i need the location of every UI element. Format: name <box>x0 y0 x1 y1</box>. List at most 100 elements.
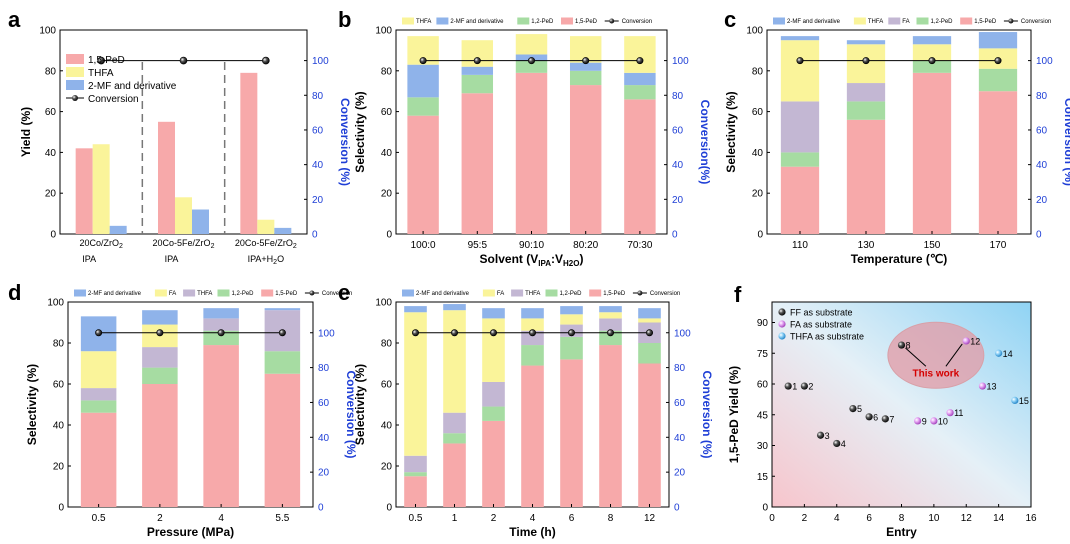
scatter-point <box>849 405 857 413</box>
point-label: 9 <box>922 416 927 426</box>
bar-segment <box>599 306 622 313</box>
y2-tick-label: 60 <box>672 125 684 136</box>
annotation-arrow <box>905 347 927 367</box>
legend-marker-conversion <box>309 290 315 296</box>
scatter-point <box>800 382 808 390</box>
y2-tick-label: 80 <box>672 91 684 102</box>
y2-tick-label: 60 <box>318 398 330 409</box>
conversion-point <box>179 56 188 65</box>
category-label-text: 20Co-5Fe/ZrO <box>153 238 211 248</box>
y2-tick-label: 20 <box>672 195 684 206</box>
panel-a: a 0 20 40 60 80 100 0 20 40 60 80 100 Conversion (%) Y… <box>8 7 352 266</box>
legend-label: 2-MF and derivative <box>416 291 470 297</box>
x-tick-label: 5.5 <box>275 513 289 524</box>
y-tick-label: 20 <box>752 189 764 200</box>
legend-swatch <box>511 289 524 297</box>
legend-label: 1,2-PeD <box>931 19 954 25</box>
bar-segment <box>142 347 178 368</box>
y2-tick-label: 60 <box>312 125 324 136</box>
bar-segment <box>203 330 239 346</box>
legend-swatch <box>261 289 274 297</box>
y2-tick-label: 0 <box>312 230 318 241</box>
conversion-point <box>450 329 458 337</box>
legend-marker-conversion <box>609 18 615 24</box>
point-label: 8 <box>906 341 911 351</box>
bar-segment <box>521 365 544 507</box>
x-tick-label: 14 <box>993 513 1005 524</box>
y-tick-label: 80 <box>752 66 764 77</box>
category-solvent-sub: 2 <box>273 259 277 266</box>
x-tick-label: 95:5 <box>468 240 488 251</box>
y2-tick-label: 100 <box>312 56 329 67</box>
y-tick-label: 40 <box>45 148 57 159</box>
bar-segment <box>461 74 494 94</box>
y-axis-title: Selectivity (%) <box>25 364 39 445</box>
y-axis-title: Selectivity (%) <box>724 91 738 172</box>
y2-tick-label: 100 <box>674 328 691 339</box>
legend-label: 2-MF and derivative <box>88 81 177 92</box>
legend-swatch <box>853 17 866 25</box>
annotation-this-work: This work <box>913 368 960 379</box>
conversion-point <box>419 57 427 65</box>
legend-label: Conversion <box>1021 19 1051 25</box>
y-tick-label: 60 <box>757 380 769 391</box>
point-label: 2 <box>808 382 813 392</box>
legend-label: THFA as substrate <box>790 332 864 342</box>
legend-marker-conversion <box>1008 18 1014 24</box>
y-tick-label: 40 <box>53 421 65 432</box>
x-tick-label: 2 <box>491 513 497 524</box>
y2-axis-title: Conversion (%) <box>338 98 352 186</box>
bar-segment <box>624 36 656 73</box>
bar-2-mf-and-derivative <box>192 209 209 234</box>
y-tick-label: 40 <box>381 421 393 432</box>
y2-tick-label: 20 <box>1036 195 1048 206</box>
point-label: 12 <box>970 336 980 346</box>
panel-d: d 0 20 40 60 80 100 0 20 40 60 80 100 Conversion (%) S… <box>8 280 358 539</box>
y2-tick-label: 100 <box>1036 56 1053 67</box>
bar-segment <box>443 304 466 311</box>
legend-swatch <box>482 289 495 297</box>
category-label-sub: 2 <box>119 243 123 250</box>
legend-marker <box>778 332 786 340</box>
legend-label: FA <box>497 291 504 297</box>
bar-segment <box>912 60 952 73</box>
x-axis-title-part: ) <box>579 252 583 266</box>
y-tick-label: 0 <box>58 503 64 514</box>
legend-label: 1,2-PeD <box>232 291 255 297</box>
bar-segment <box>482 420 505 507</box>
bar-segment <box>203 345 239 507</box>
y-tick-label: 20 <box>45 189 57 200</box>
y2-tick-label: 80 <box>1036 91 1048 102</box>
conversion-point <box>278 329 286 337</box>
y-tick-label: 40 <box>381 148 393 159</box>
bar-thfa <box>92 144 110 234</box>
y2-tick-label: 40 <box>1036 160 1048 171</box>
y2-tick-label: 100 <box>672 56 689 67</box>
legend-label: 1,5-PeD <box>275 291 298 297</box>
bar-segment <box>443 433 466 444</box>
x-tick-label: 90:10 <box>519 240 544 251</box>
bar-segment <box>407 64 439 98</box>
panel-c: c 0 20 40 60 80 100 0 20 40 60 80 100 Conversion (%) S… <box>724 7 1070 266</box>
x-tick-label: 150 <box>924 240 941 251</box>
legend-label: 1,5-PeD <box>974 19 997 25</box>
y2-tick-label: 40 <box>672 160 684 171</box>
x-tick-label: 8 <box>608 513 614 524</box>
conversion-point <box>582 57 590 65</box>
y-axis-title: Selectivity (%) <box>353 364 367 445</box>
bar-segment <box>404 472 427 477</box>
bar-segment <box>624 85 656 100</box>
x-tick-label: 6 <box>866 513 872 524</box>
category-label-sub: 2 <box>293 243 297 250</box>
legend-marker-conversion <box>637 290 643 296</box>
bar-segment <box>142 310 178 325</box>
legend-label: FF as substrate <box>790 308 853 318</box>
legend-label: THFA <box>416 19 431 25</box>
bar-segment <box>461 66 494 75</box>
point-label: 5 <box>857 404 862 414</box>
category-solvent: IPA+H2O <box>248 254 285 266</box>
legend-label: 1,5-PeD <box>575 19 598 25</box>
plot-frame <box>766 29 1032 235</box>
bar-segment <box>560 336 583 360</box>
